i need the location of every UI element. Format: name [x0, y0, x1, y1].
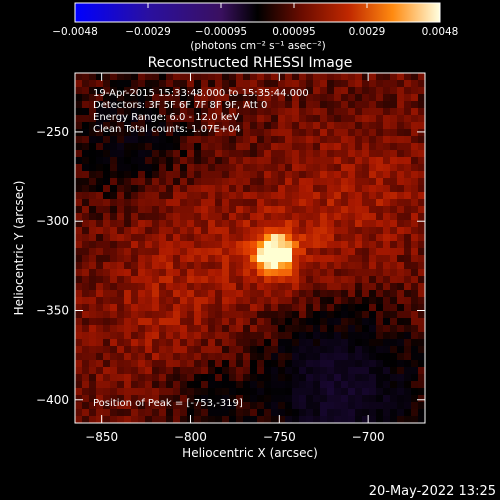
y-tick-label: −250 — [36, 125, 69, 139]
plot-frame — [74, 72, 426, 424]
colorbar-tick-label: −0.0048 — [52, 26, 98, 38]
y-axis: −250 −300 −350 −400 — [36, 125, 425, 407]
y-tick-label: −300 — [36, 214, 69, 228]
colorbar-tick-label: 0.0029 — [349, 26, 386, 38]
x-tick-label: −800 — [174, 430, 207, 444]
colorbar — [74, 2, 441, 23]
annotation-clean-counts: Clean Total counts: 1.07E+04 — [93, 124, 241, 135]
colorbar-tick-label: −0.0029 — [125, 26, 171, 38]
colorbar-units-label: (photons cm⁻² s⁻¹ asec⁻²) — [190, 40, 325, 52]
annotation-detectors: Detectors: 3F 5F 6F 7F 8F 9F, Att 0 — [93, 100, 267, 111]
annotation-energy-range: Energy Range: 6.0 - 12.0 keV — [93, 112, 239, 123]
colorbar-tick-label: 0.0048 — [422, 26, 459, 38]
generation-timestamp: 20-May-2022 13:25 — [369, 484, 496, 499]
colorbar-tick-label: 0.00095 — [272, 26, 315, 38]
x-axis-label: Heliocentric X (arcsec) — [182, 446, 318, 460]
colorbar-tick-label: −0.00095 — [195, 26, 247, 38]
y-axis-label: Heliocentric Y (arcsec) — [12, 181, 26, 316]
x-tick-label: −750 — [263, 430, 296, 444]
annotation-peak-position: Position of Peak = [-753,-319] — [93, 398, 243, 409]
y-tick-label: −350 — [36, 304, 69, 318]
heatmap-image — [75, 73, 425, 423]
colorbar-ticks: −0.0048 −0.0029 −0.00095 0.00095 0.0029 0.004… — [52, 3, 458, 38]
y-tick-label: −400 — [36, 393, 69, 407]
x-axis: −850 −800 −750 −700 — [85, 73, 385, 444]
annotation-time-range: 19-Apr-2015 15:33:48.000 to 15:35:44.000 — [93, 88, 309, 99]
chart-title: Reconstructed RHESSI Image — [148, 55, 353, 71]
x-tick-label: −850 — [85, 430, 118, 444]
x-tick-label: −700 — [352, 430, 385, 444]
